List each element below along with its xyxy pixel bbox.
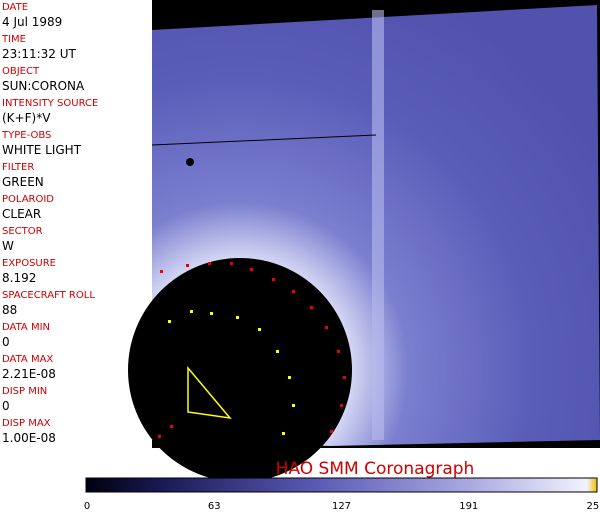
field-label: DATA MIN: [2, 322, 50, 333]
field-label: POLAROID: [2, 194, 55, 205]
info-field: DATA MAX 2.21E-08: [2, 352, 150, 384]
field-value: WHITE LIGHT: [2, 143, 82, 157]
info-field: DISP MIN 0: [2, 384, 150, 416]
artifact: [186, 158, 194, 166]
field-label: TIME: [2, 34, 27, 45]
info-field: POLAROID CLEAR: [2, 192, 150, 224]
colorbar-tick-label: 0: [84, 501, 90, 512]
field-value: CLEAR: [2, 207, 42, 221]
colorbar-tick-label: 255: [586, 501, 600, 512]
info-field: INTENSITY SOURCE (K+F)*V: [2, 96, 150, 128]
red-markers: [158, 262, 346, 438]
info-panel: DATE 4 Jul 1989 TIME 23:11:32 UT OBJECT SUN:C…: [0, 0, 152, 448]
field-label: INTENSITY SOURCE: [2, 98, 99, 109]
field-value: 88: [2, 303, 18, 317]
yellow-markers: [168, 310, 295, 435]
info-field: TYPE-OBS WHITE LIGHT: [2, 128, 150, 160]
field-label: SECTOR: [2, 226, 43, 237]
field-value: 4 Jul 1989: [2, 15, 63, 29]
field-value: 0: [2, 399, 10, 413]
colorbar-tick-label: 127: [332, 501, 351, 512]
field-value: 2.21E-08: [2, 367, 56, 381]
field-value: GREEN: [2, 175, 44, 189]
info-field: SPACECRAFT ROLL 88: [2, 288, 150, 320]
field-label: DISP MIN: [2, 386, 48, 397]
field-value: 23:11:32 UT: [2, 47, 76, 61]
field-label: EXPOSURE: [2, 258, 57, 269]
info-field: OBJECT SUN:CORONA: [2, 64, 150, 96]
occulter: [128, 258, 352, 482]
info-field: DATE 4 Jul 1989: [2, 0, 150, 32]
field-value: 1.00E-08: [2, 431, 56, 445]
field-label: TYPE-OBS: [2, 130, 52, 141]
streamer: [372, 10, 384, 440]
scan-line: [151, 134, 377, 146]
info-field: TIME 23:11:32 UT: [2, 32, 150, 64]
colorbar-tick-label: 63: [208, 501, 221, 512]
info-field: DISP MAX 1.00E-08: [2, 416, 150, 448]
field-label: DISP MAX: [2, 418, 51, 429]
field-label: SPACECRAFT ROLL: [2, 290, 95, 301]
info-field: DATA MIN 0: [2, 320, 150, 352]
field-value: (K+F)*V: [2, 111, 51, 125]
colorbar: [85, 477, 598, 493]
field-value: W: [2, 239, 14, 253]
caption: HAO SMM Coronagraph: [276, 459, 475, 479]
field-label: FILTER: [2, 162, 35, 173]
field-label: DATE: [2, 2, 29, 13]
field-value: 0: [2, 335, 10, 349]
info-field: EXPOSURE 8.192: [2, 256, 150, 288]
field-value: SUN:CORONA: [2, 79, 85, 93]
orientation-marker: [187, 365, 232, 420]
field-label: DATA MAX: [2, 354, 54, 365]
info-field: SECTOR W: [2, 224, 150, 256]
field-label: OBJECT: [2, 66, 40, 77]
info-field: FILTER GREEN: [2, 160, 150, 192]
colorbar-tick-label: 191: [459, 501, 478, 512]
field-value: 8.192: [2, 271, 37, 285]
